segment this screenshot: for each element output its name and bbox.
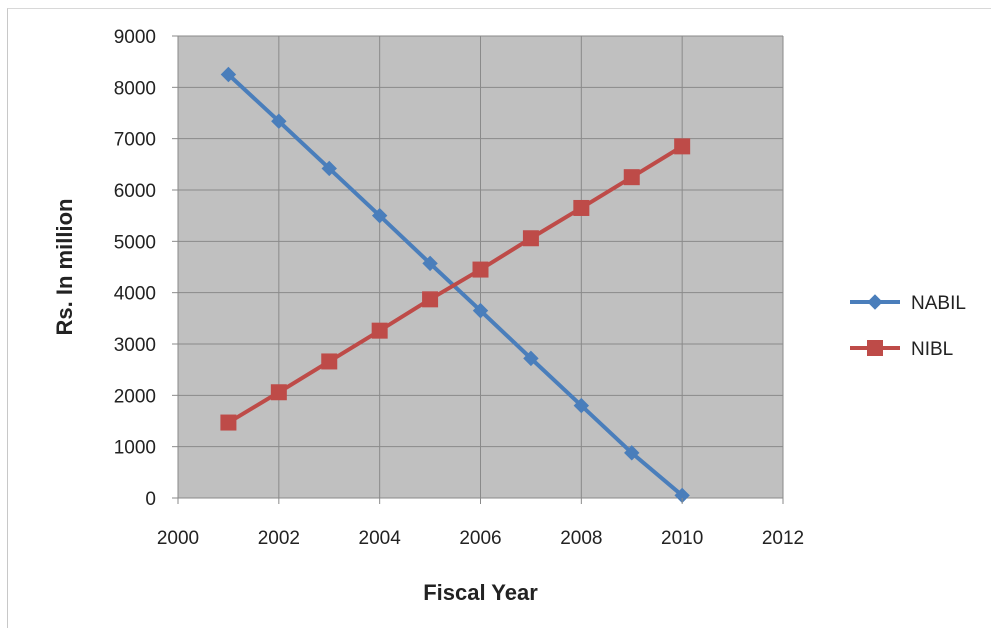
series-nibl [220, 138, 691, 431]
chart-frame [7, 8, 991, 628]
legend-marker-nabil [867, 294, 883, 310]
nibl-point [270, 384, 287, 401]
nibl-point [321, 353, 338, 370]
nibl-point [623, 169, 640, 186]
nabil-point [220, 66, 237, 83]
y-axis-title: Rs. In million [52, 199, 77, 336]
series-nabil [220, 66, 690, 504]
nabil-point [422, 255, 438, 272]
legend-item-nabil: NABIL [850, 293, 966, 314]
nabil-point [472, 302, 489, 319]
nabil-point [523, 350, 539, 367]
y-tick-label: 3000 [114, 335, 156, 356]
nibl-line [226, 144, 685, 425]
nibl-point [422, 291, 439, 308]
series-layer [220, 66, 691, 504]
nabil-point [321, 160, 337, 177]
legend-item-nibl: NIBL [850, 339, 953, 360]
x-axis-ticks: 2000 2002 2004 2006 2008 2010 2012 [157, 498, 804, 549]
nabil-point [624, 445, 640, 461]
nibl-point [472, 261, 489, 278]
x-tick-label: 2006 [459, 528, 501, 549]
legend: NABIL NIBL [850, 293, 966, 360]
y-axis-ticks: 0 1000 2000 3000 4000 5000 6000 7000 8000 9000 [114, 27, 178, 510]
y-tick-label: 1000 [114, 438, 156, 459]
y-tick-label: 9000 [114, 27, 156, 48]
x-tick-label: 2008 [560, 528, 602, 549]
y-tick-label: 2000 [114, 386, 156, 407]
y-tick-label: 7000 [114, 130, 156, 151]
x-tick-label: 2004 [359, 528, 402, 549]
legend-label-nabil: NABIL [911, 293, 966, 314]
x-tick-label: 2002 [258, 528, 300, 549]
nabil-point [371, 207, 388, 224]
nabil-line [226, 72, 685, 498]
y-tick-label: 4000 [114, 284, 156, 305]
y-tick-label: 8000 [114, 78, 156, 99]
x-tick-label: 2000 [157, 528, 199, 549]
nibl-point [522, 230, 539, 247]
nibl-point [220, 414, 237, 431]
legend-marker-nibl [867, 340, 883, 356]
x-axis-title: Fiscal Year [423, 580, 538, 605]
nabil-point [271, 113, 287, 129]
y-tick-label: 6000 [114, 181, 156, 202]
nibl-point [371, 322, 388, 339]
y-tick-label: 5000 [114, 232, 156, 253]
nibl-point [674, 138, 691, 155]
y-tick-label: 0 [145, 489, 156, 510]
x-tick-label: 2010 [661, 528, 703, 549]
x-tick-label: 2012 [762, 528, 804, 549]
nibl-point [573, 199, 590, 216]
legend-label-nibl: NIBL [911, 339, 953, 360]
nabil-point [573, 397, 590, 414]
